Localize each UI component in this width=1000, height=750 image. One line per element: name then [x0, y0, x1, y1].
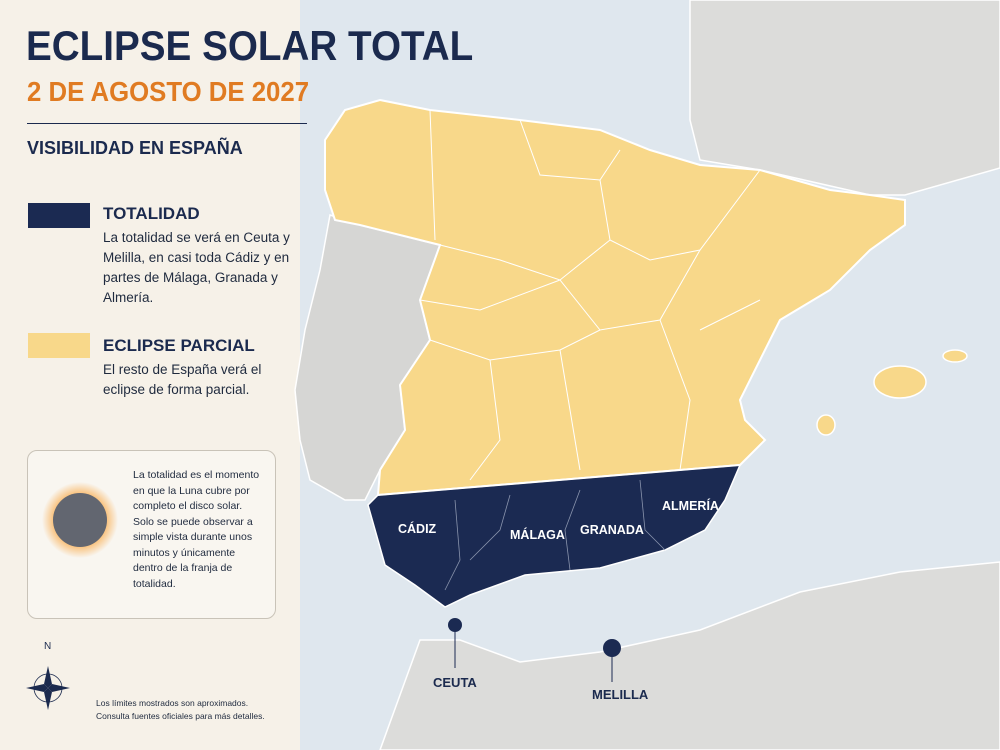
- spain-partial: [324, 98, 906, 497]
- menorca: [942, 349, 968, 363]
- mallorca: [873, 365, 927, 399]
- south-province-lines: [444, 479, 666, 591]
- legend-text: El resto de España verá el eclipse de fo…: [103, 362, 262, 397]
- moon: [53, 493, 107, 547]
- paper: [0, 0, 300, 750]
- totality-band: [367, 464, 742, 608]
- map-label: ALMERÍA: [662, 499, 719, 513]
- map-label: CÁDIZ: [398, 522, 437, 536]
- info-box: [27, 450, 276, 619]
- date: 2 DE AGOSTO DE 2027: [27, 76, 310, 107]
- legend-swatch: [28, 333, 90, 358]
- title: ECLIPSE SOLAR TOTAL: [26, 22, 474, 69]
- legend-swatch: [28, 203, 90, 228]
- france: [689, 0, 1000, 196]
- info-text: La totalidad es el momento en que la Lun…: [133, 469, 260, 590]
- map-label: MELILLA: [592, 687, 649, 702]
- section-title: VISIBILIDAD EN ESPAÑA: [27, 138, 243, 158]
- totality-edge: [377, 464, 741, 496]
- footnote: Los límites mostrados son aproximados. C…: [96, 698, 265, 721]
- africa: [379, 561, 1000, 750]
- province-lines: [419, 109, 761, 481]
- ceuta: [448, 618, 462, 632]
- melilla: [603, 639, 621, 657]
- legend-label: TOTALIDAD: [103, 204, 200, 223]
- legend-label: ECLIPSE PARCIAL: [103, 336, 255, 355]
- rule: [27, 123, 307, 124]
- compass-label: N: [44, 641, 52, 652]
- legend-text: La totalidad se verá en Ceuta y Melilla,…: [103, 230, 290, 305]
- map-label: GRANADA: [580, 523, 644, 537]
- ibiza: [816, 414, 836, 436]
- compass: [26, 666, 70, 710]
- map-label: MÁLAGA: [510, 528, 565, 542]
- map-label: CEUTA: [433, 675, 477, 690]
